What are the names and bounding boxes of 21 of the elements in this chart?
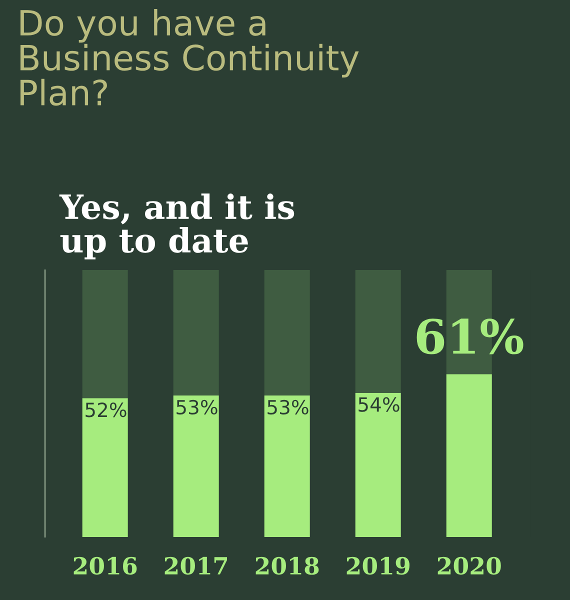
bar bbox=[173, 395, 219, 537]
x-tick-label: 2016 bbox=[74, 556, 137, 575]
bar bbox=[82, 398, 128, 537]
bar bbox=[173, 270, 219, 396]
bar bbox=[355, 270, 401, 393]
x-tick-label: 2018 bbox=[256, 556, 319, 575]
bar bbox=[355, 392, 401, 537]
data-label: 53% bbox=[176, 400, 218, 415]
data-label: 53% bbox=[268, 400, 308, 415]
x-tick-label: 2017 bbox=[164, 556, 227, 575]
bar bbox=[264, 395, 310, 537]
x-tick-label: 2019 bbox=[346, 556, 410, 575]
chart-title: Do you have a Business Continuity Plan? bbox=[20, 9, 359, 106]
bar bbox=[82, 270, 128, 398]
data-label: 61% bbox=[416, 318, 524, 354]
bar bbox=[264, 270, 310, 396]
data-label: 52% bbox=[86, 402, 126, 418]
bar bbox=[446, 374, 492, 537]
x-tick-label: 2020 bbox=[438, 556, 501, 575]
data-label: 54% bbox=[358, 397, 400, 412]
text: Yes, and it is up to date bbox=[59, 194, 294, 260]
